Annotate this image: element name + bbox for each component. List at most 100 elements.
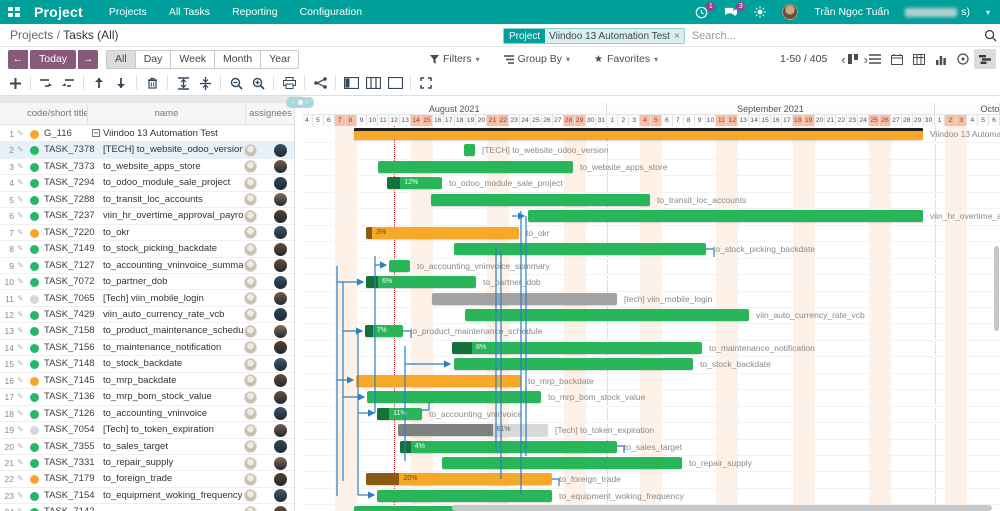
task-code[interactable]: G_116 [44,128,72,139]
avatar[interactable] [274,209,287,223]
day-cell[interactable]: 4 [302,115,313,126]
move-down-icon[interactable] [110,73,132,93]
edit-icon[interactable]: ✎ [17,211,24,221]
task-name[interactable]: [Tech] viin_mobile_login [103,292,204,304]
task-row[interactable]: 7 ✎ TASK_7220 to_okr [0,224,294,242]
search-icon[interactable] [984,29,997,42]
menu-projects[interactable]: Projects [108,6,147,18]
avatar[interactable] [274,259,287,273]
task-row[interactable]: 2 ✎ TASK_7378 [TECH] to_website_odoo_versio… [0,142,294,159]
gantt-bar[interactable] [528,210,923,223]
next-period-button[interactable]: → [78,49,99,69]
task-code[interactable]: TASK_7158 [44,325,95,337]
task-row[interactable]: 19 ✎ TASK_7054 [Tech] to_token_expiration [0,422,294,439]
panel-resize-widget[interactable]: ‹ › [286,97,314,108]
day-cell[interactable]: 13 [400,115,412,126]
day-cell[interactable]: 19 [465,115,477,126]
day-cell[interactable]: 26 [880,115,891,126]
task-row[interactable]: 12 ✎ TASK_7429 viin_auto_currency_rate_vcb [0,306,294,324]
today-button[interactable]: Today [30,49,77,69]
task-code[interactable]: TASK_7127 [44,259,95,271]
view-gantt-button[interactable] [974,49,996,69]
task-name[interactable]: to_foreign_trade [103,473,173,485]
task-code[interactable]: TASK_7126 [44,407,95,419]
edit-icon[interactable]: ✎ [17,260,24,270]
task-code[interactable]: TASK_7156 [44,341,95,353]
messages-icon[interactable]: 3 [724,1,746,19]
day-cell[interactable]: 13 [738,115,750,126]
day-cell[interactable]: 23 [847,115,859,126]
day-cell[interactable]: 27 [890,115,902,126]
day-cell[interactable]: 10 [367,115,379,126]
print-icon[interactable] [278,73,300,93]
avatar[interactable] [274,341,287,355]
day-cell[interactable]: 15 [760,115,771,126]
day-cell[interactable]: 2 [945,115,957,126]
pager-prev-button[interactable]: ‹ [841,51,846,67]
avatar[interactable] [274,440,287,454]
view-graph-button[interactable] [930,49,952,69]
app-title[interactable]: Project [34,4,83,20]
avatar[interactable] [274,324,287,338]
task-name[interactable]: to_transit_loc_accounts [103,193,203,205]
day-cell[interactable]: 8 [683,115,695,126]
day-cell[interactable]: 30 [585,115,597,126]
day-cell[interactable]: 23 [509,115,521,126]
task-name[interactable]: to_odoo_module_sale_project [103,177,231,189]
task-row[interactable]: 6 ✎ TASK_7237 viin_hr_overtime_approval_pay… [0,208,294,225]
group-by-button[interactable]: Group By ▾ [503,53,570,65]
day-cell[interactable]: 2 [618,115,630,126]
day-cell[interactable]: 11 [716,115,728,126]
edit-icon[interactable]: ✎ [17,129,24,138]
gantt-bar[interactable]: 6% [366,276,476,289]
avatar[interactable] [244,176,257,190]
day-cell[interactable]: 29 [574,115,586,126]
avatar[interactable] [274,489,287,503]
day-cell[interactable]: 7 [672,115,684,126]
activity-clock-icon[interactable]: 1 [695,1,716,19]
edit-icon[interactable]: ✎ [17,161,24,171]
expand-rows-icon[interactable] [172,73,194,93]
task-name[interactable]: viin_hr_overtime_approval_payroll [103,210,243,222]
range-month-button[interactable]: Month [214,49,261,69]
edit-icon[interactable]: ✎ [17,227,24,237]
avatar[interactable] [274,176,287,190]
task-code[interactable]: TASK_7220 [44,226,95,238]
avatar[interactable] [274,308,287,322]
task-row[interactable]: 10 ✎ TASK_7072 to_partner_dob [0,274,294,291]
task-name[interactable]: to_accounting_vninvoice_summary [103,259,243,271]
avatar[interactable] [274,160,287,174]
task-code[interactable]: TASK_7145 [44,374,95,386]
gantt-bar[interactable] [377,489,552,502]
day-cell[interactable]: 27 [552,115,564,126]
task-row[interactable]: 9 ✎ TASK_7127 to_accounting_vninvoice_summa… [0,257,294,275]
avatar[interactable] [244,209,257,223]
edit-icon[interactable]: ✎ [17,375,24,385]
day-cell[interactable]: 12 [727,115,739,126]
gantt-bar[interactable]: 8% [452,341,702,354]
pager-next-button[interactable]: › [863,51,868,67]
group-name[interactable]: Viindoo 13 Automation Test [92,126,244,142]
gantt-bar[interactable] [442,457,682,469]
favorites-button[interactable]: ★ Favorites ▾ [593,53,659,65]
avatar[interactable] [274,472,287,486]
task-row[interactable]: 24✎ TASK_7142 [0,504,294,511]
avatar[interactable] [274,423,287,437]
task-name[interactable]: to_stock_picking_backdate [103,243,218,255]
day-cell[interactable]: 25 [869,115,880,126]
task-code[interactable]: TASK_7149 [44,243,95,255]
task-code[interactable]: TASK_7429 [44,308,95,320]
gantt-bar[interactable] [432,292,617,305]
view-calendar-button[interactable] [886,49,908,69]
critical-path-icon[interactable] [309,73,331,93]
avatar[interactable] [244,374,257,388]
gantt-bar[interactable] [454,358,693,371]
task-row[interactable]: 15 ✎ TASK_7148 to_stock_backdate [0,356,294,373]
user-avatar[interactable] [782,4,799,20]
gantt-bar[interactable]: 12% [387,177,442,190]
zoom-out-icon[interactable] [225,73,247,93]
task-row[interactable]: 18 ✎ TASK_7126 to_accounting_vninvoice [0,405,294,423]
view-pivot-button[interactable] [908,49,930,69]
view-kanban-button[interactable] [842,49,864,69]
prev-period-button[interactable]: ← [8,49,28,69]
